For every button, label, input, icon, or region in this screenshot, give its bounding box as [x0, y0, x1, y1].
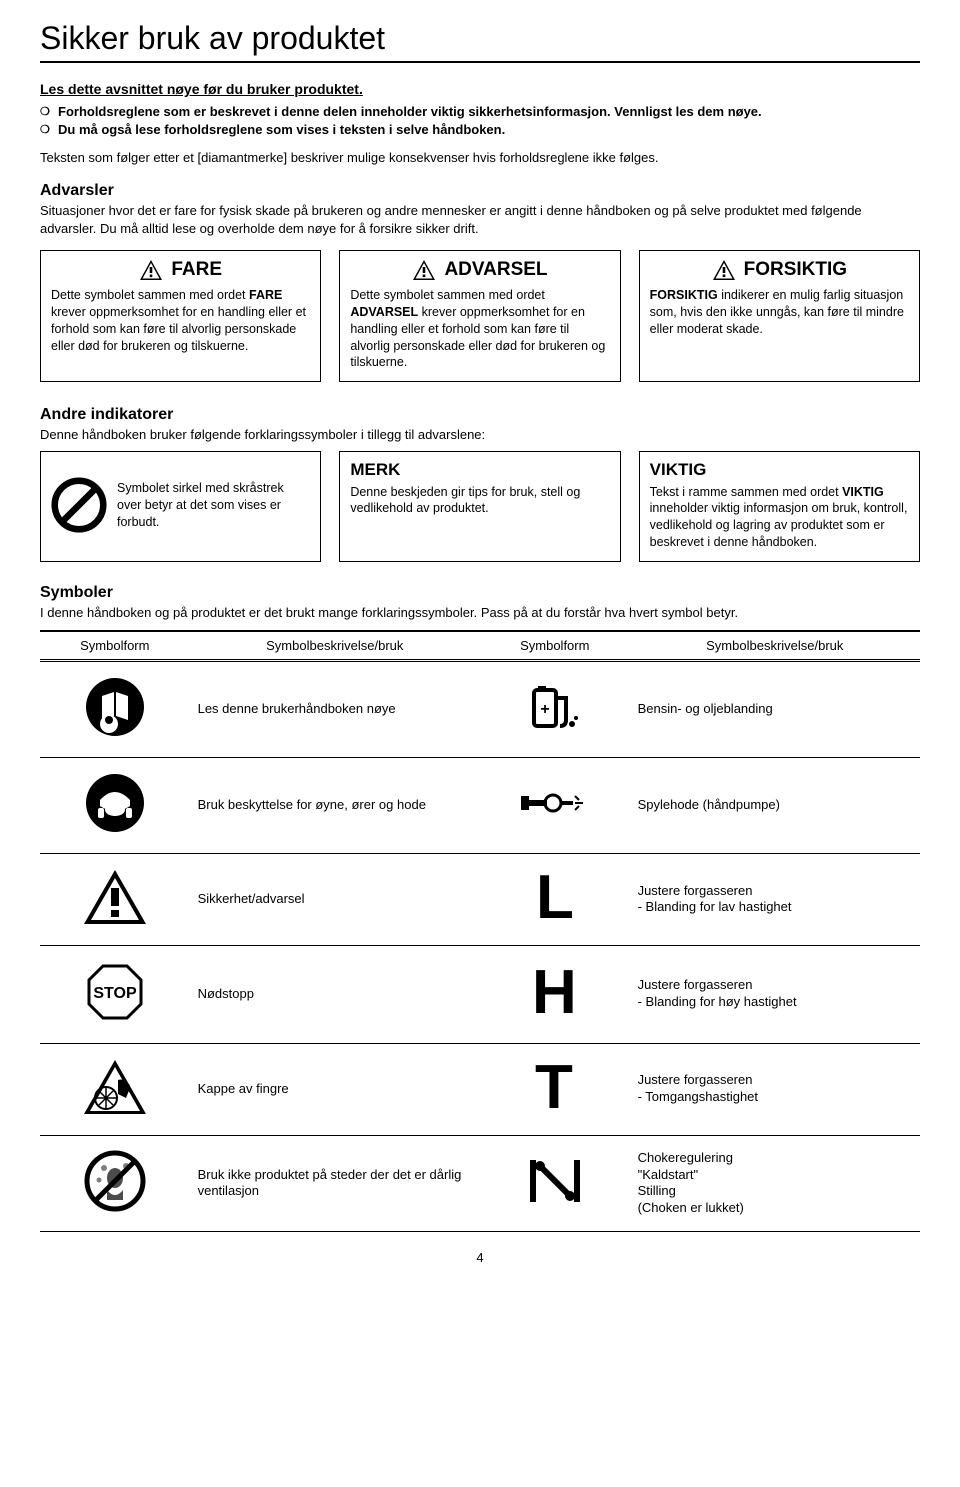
choke-closed-icon [524, 1154, 586, 1213]
page-title: Sikker bruk av produktet [40, 20, 920, 63]
advarsel-body: Dette symbolet sammen med ordet ADVARSEL… [350, 287, 609, 371]
desc-cell: Bensin- og oljeblanding [630, 661, 920, 758]
warning-icon [712, 259, 736, 281]
desc-cell: Bruk ikke produktet på steder der det er… [190, 1135, 480, 1232]
indicator-boxes-row: Symbolet sirkel med skråstrek over betyr… [40, 451, 920, 563]
intro-bullet-2: Du må også lese forholdsreglene som vise… [40, 121, 920, 139]
advarsel-box: ADVARSEL Dette symbolet sammen med ordet… [339, 250, 620, 382]
intro-follow: Teksten som følger etter et [diamantmerk… [40, 149, 920, 167]
advarsler-paragraph: Situasjoner hvor det er fare for fysisk … [40, 202, 920, 238]
th-form-1: Symbolform [40, 631, 190, 661]
intro-list: Forholdsreglene som er beskrevet i denne… [40, 103, 920, 139]
primer-pump-icon [519, 782, 591, 829]
svg-text:STOP: STOP [93, 985, 137, 1002]
no-ventilation-icon [84, 1150, 146, 1217]
symbols-table: Symbolform Symbolbeskrivelse/bruk Symbol… [40, 630, 920, 1232]
table-row: Les denne brukerhåndboken nøye + Bensin-… [40, 661, 920, 758]
fuel-mix-icon: + [524, 676, 586, 743]
merk-box: MERK Denne beskjeden gir tips for bruk, … [339, 451, 620, 563]
svg-text:T: T [535, 1058, 573, 1116]
cut-fingers-icon [82, 1058, 148, 1121]
svg-text:H: H [532, 963, 577, 1021]
desc-cell: Spylehode (håndpumpe) [630, 758, 920, 854]
th-desc-1: Symbolbeskrivelse/bruk [190, 631, 480, 661]
indicators-heading: Andre indikatorer [40, 406, 920, 424]
stop-icon: STOP [83, 960, 147, 1029]
desc-cell: Justere forgasseren - Tomgangshastighet [630, 1043, 920, 1135]
ppe-icon [84, 772, 146, 839]
indicators-paragraph: Denne håndboken bruker følgende forklari… [40, 426, 920, 444]
intro-heading: Les dette avsnittet nøye før du bruker p… [40, 81, 920, 97]
table-row: Bruk beskyttelse for øyne, ører og hode … [40, 758, 920, 854]
forsiktig-title: FORSIKTIG [744, 259, 847, 281]
prohibit-box: Symbolet sirkel med skråstrek over betyr… [40, 451, 321, 563]
desc-cell: Kappe av fingre [190, 1043, 480, 1135]
fare-box: FARE Dette symbolet sammen med ordet FAR… [40, 250, 321, 382]
table-row: Kappe av fingre T Justere forgasseren - … [40, 1043, 920, 1135]
advarsel-title: ADVARSEL [444, 259, 547, 281]
warning-icon [412, 259, 436, 281]
desc-cell: Chokeregulering"Kaldstart"Stilling(Choke… [630, 1135, 920, 1232]
letter-l-icon: L [532, 868, 578, 931]
symbols-heading: Symboler [40, 584, 920, 602]
svg-text:L: L [536, 868, 574, 926]
merk-title: MERK [350, 460, 609, 480]
warning-boxes-row: FARE Dette symbolet sammen med ordet FAR… [40, 250, 920, 382]
table-row: Bruk ikke produktet på steder der det er… [40, 1135, 920, 1232]
intro-bullet-1: Forholdsreglene som er beskrevet i denne… [40, 103, 920, 121]
viktig-body: Tekst i ramme sammen med ordet VIKTIG in… [650, 484, 909, 552]
read-manual-icon [84, 676, 146, 743]
desc-cell: Justere forgasseren - Blanding for lav h… [630, 853, 920, 945]
desc-cell: Les denne brukerhåndboken nøye [190, 661, 480, 758]
prohibit-text: Symbolet sirkel med skråstrek over betyr… [117, 480, 310, 531]
desc-cell: Nødstopp [190, 945, 480, 1043]
viktig-box: VIKTIG Tekst i ramme sammen med ordet VI… [639, 451, 920, 563]
th-form-2: Symbolform [480, 631, 630, 661]
table-row: Sikkerhet/advarsel L Justere forgasseren… [40, 853, 920, 945]
svg-text:+: + [540, 701, 549, 718]
forsiktig-box: FORSIKTIG FORSIKTIG indikerer en mulig f… [639, 250, 920, 382]
desc-cell: Sikkerhet/advarsel [190, 853, 480, 945]
viktig-title: VIKTIG [650, 460, 909, 480]
prohibit-icon [51, 477, 107, 533]
th-desc-2: Symbolbeskrivelse/bruk [630, 631, 920, 661]
merk-body: Denne beskjeden gir tips for bruk, stell… [350, 484, 609, 518]
fare-title: FARE [171, 259, 222, 281]
symbols-paragraph: I denne håndboken og på produktet er det… [40, 604, 920, 622]
advarsler-heading: Advarsler [40, 182, 920, 200]
letter-h-icon: H [530, 963, 580, 1026]
warning-icon [139, 259, 163, 281]
forsiktig-body: FORSIKTIG indikerer en mulig farlig situ… [650, 287, 909, 338]
desc-cell: Bruk beskyttelse for øyne, ører og hode [190, 758, 480, 854]
table-row: STOP Nødstopp H Justere forgasseren - Bl… [40, 945, 920, 1043]
desc-cell: Justere forgasseren - Blanding for høy h… [630, 945, 920, 1043]
letter-t-icon: T [531, 1058, 579, 1121]
page-number: 4 [40, 1250, 920, 1265]
fare-body: Dette symbolet sammen med ordet FARE kre… [51, 287, 310, 355]
safety-warning-icon [82, 868, 148, 931]
